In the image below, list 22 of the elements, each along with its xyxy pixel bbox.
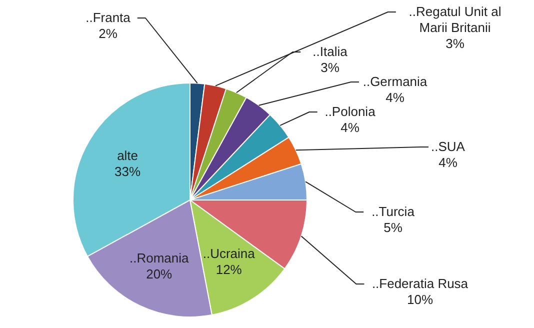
data-label: 4%: [386, 90, 405, 105]
slice-label: ..Federatia Rusa: [372, 276, 469, 291]
data-label: 33%: [114, 164, 142, 180]
slice-label: ..SUA: [431, 139, 466, 154]
slice-label: ..Turcia: [372, 204, 416, 219]
slice-label: alte: [117, 148, 138, 164]
data-label: 12%: [216, 262, 242, 278]
slice-label: ..Italia: [312, 44, 348, 59]
slice-label: ..Franta: [86, 10, 132, 25]
slice-label: ..Romania: [129, 250, 190, 266]
slice-label: ..Polonia: [324, 104, 376, 119]
slice-label: ..Ucraina: [202, 246, 256, 262]
data-label: 20%: [146, 266, 173, 282]
slice-label: ..Germania: [362, 74, 428, 89]
slice-label: ..Regatul Unit al Marii Britanii: [408, 4, 502, 35]
data-label: 3%: [320, 60, 340, 75]
data-label: 2%: [98, 26, 118, 41]
data-label: 10%: [406, 292, 434, 307]
data-label: 5%: [384, 220, 403, 235]
data-label: 4%: [438, 155, 458, 170]
data-label: 4%: [340, 120, 360, 135]
data-label: 3%: [446, 36, 465, 51]
